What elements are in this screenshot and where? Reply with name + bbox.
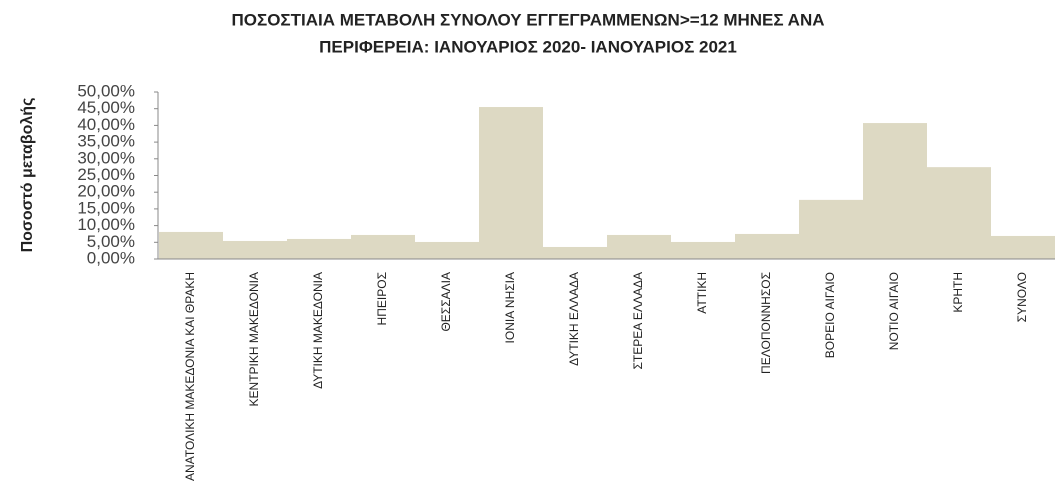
bar [543, 246, 607, 259]
y-axis-label: Ποσοστό μεταβολής [19, 98, 36, 253]
x-tick-label: ΣΥΝΟΛΟ [1015, 272, 1029, 322]
bar [671, 241, 735, 259]
x-tick-label: ΔΥΤΙΚΗ ΕΛΛΑΔΑ [567, 272, 581, 366]
y-tick-label: 40,00% [77, 115, 135, 134]
x-tick-label: ΑΝΑΤΟΛΙΚΗ ΜΑΚΕΔΟΝΙΑ ΚΑΙ ΘΡΑΚΗ [183, 272, 197, 481]
bar [159, 231, 223, 259]
x-tick-label: ΠΕΛΟΠΟΝΝΗΣΟΣ [759, 272, 773, 374]
bar [927, 167, 991, 259]
x-tick-label: ΚΕΝΤΡΙΚΗ ΜΑΚΕΔΟΝΙΑ [247, 272, 261, 406]
x-tick-label: ΘΕΣΣΑΛΙΑ [439, 272, 453, 332]
y-tick-label: 35,00% [77, 132, 135, 151]
x-tick-label: ΚΡΗΤΗ [951, 272, 965, 313]
chart-title: ΠΕΡΙΦΕΡΕΙΑ: ΙΑΝΟΥΑΡΙΟΣ 2020- ΙΑΝΟΥΑΡΙΟΣ … [319, 37, 737, 56]
chart-title: ΠΟΣΟΣΤΙΑΙΑ ΜΕΤΑΒΟΛΗ ΣΥΝΟΛΟΥ ΕΓΓΕΓΡΑΜΜΕΝΩ… [232, 10, 825, 29]
y-tick-label: 5,00% [87, 232, 135, 251]
bar [351, 234, 415, 259]
bar [863, 123, 927, 259]
y-tick-label: 0,00% [87, 248, 135, 267]
x-tick-label: ΔΥΤΙΚΗ ΜΑΚΕΔΟΝΙΑ [311, 272, 325, 389]
bar [991, 235, 1055, 259]
x-tick-label: ΣΤΕΡΕΑ ΕΛΛΑΔΑ [631, 272, 645, 370]
y-tick-label: 30,00% [77, 148, 135, 167]
x-tick-label: ΙΟΝΙΑ ΝΗΣΙΑ [503, 272, 517, 343]
y-tick-label: 15,00% [77, 198, 135, 217]
y-tick-label: 10,00% [77, 215, 135, 234]
bar [799, 199, 863, 259]
bar [287, 238, 351, 259]
bar [415, 241, 479, 259]
y-tick-label: 45,00% [77, 98, 135, 117]
x-tick-label: ΒΟΡΕΙΟ ΑΙΓΑΙΟ [823, 272, 837, 358]
y-tick-label: 20,00% [77, 182, 135, 201]
bar [479, 107, 543, 259]
bar [223, 240, 287, 259]
x-tick-label: ΑΤΤΙΚΗ [695, 272, 709, 314]
bar [607, 234, 671, 259]
y-tick-label: 50,00% [77, 81, 135, 100]
x-tick-label: ΝΟΤΙΟ ΑΙΓΑΙΟ [887, 272, 901, 350]
bar [735, 233, 799, 259]
y-tick-label: 25,00% [77, 165, 135, 184]
x-tick-label: ΗΠΕΙΡΟΣ [375, 272, 389, 325]
